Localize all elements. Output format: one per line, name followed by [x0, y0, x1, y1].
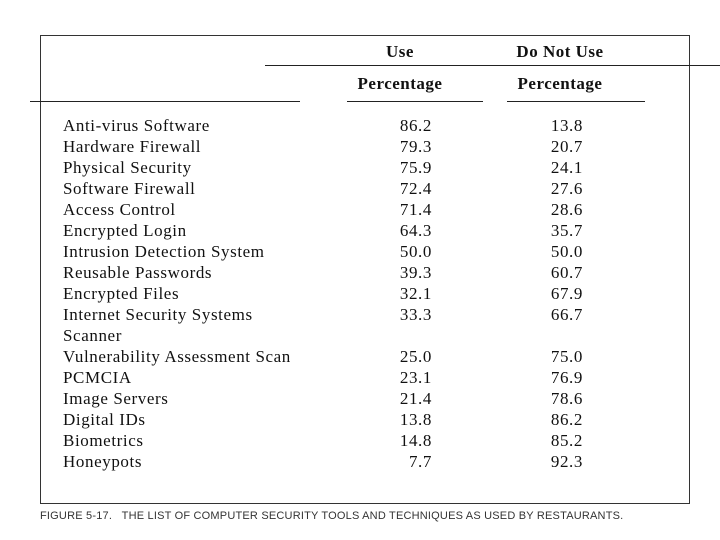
column-header: Percentage: [517, 74, 603, 93]
row-label: Encrypted Login: [63, 221, 187, 240]
table-row: Access Control 71.4 28.6: [63, 199, 583, 220]
table-row: Hardware Firewall 79.3 20.7: [63, 136, 583, 157]
not-use-percentage: 27.6: [550, 179, 583, 198]
row-label: Physical Security: [63, 158, 192, 177]
not-use-percentage: 92.3: [550, 452, 583, 471]
table-row: Digital IDs 13.8 86.2: [63, 409, 583, 430]
not-use-percentage: 75.0: [550, 347, 583, 366]
use-percentage: 33.3: [399, 305, 432, 324]
rule: [347, 101, 483, 102]
table-row: Physical Security 75.9 24.1: [63, 157, 583, 178]
not-use-percentage: 13.8: [550, 116, 583, 135]
table-row: Software Firewall 72.4 27.6: [63, 178, 583, 199]
use-percentage: 86.2: [399, 116, 432, 135]
row-label: Hardware Firewall: [63, 137, 202, 156]
row-label: Access Control: [63, 200, 176, 219]
use-percentage: 79.3: [399, 137, 432, 156]
table-row: Encrypted Files 32.1 67.9: [63, 283, 583, 304]
table-row: Encrypted Login 64.3 35.7: [63, 220, 583, 241]
row-label: PCMCIA: [63, 368, 132, 387]
not-use-percentage: 28.6: [550, 200, 583, 219]
use-percentage: 71.4: [399, 200, 432, 219]
use-percentage: 23.1: [399, 368, 432, 387]
row-label: Digital IDs: [63, 410, 146, 429]
not-use-percentage: 66.7: [550, 305, 583, 324]
column-header: Percentage: [357, 74, 443, 93]
rule: [265, 65, 720, 66]
use-percentage: 75.9: [399, 158, 432, 177]
column-header: Use: [386, 42, 414, 61]
not-use-percentage: 86.2: [550, 410, 583, 429]
use-percentage: 32.1: [399, 284, 432, 303]
row-label: Encrypted Files: [63, 284, 180, 303]
caption: FIGURE 5-17. THE LIST OF COMPUTER SECURI…: [40, 510, 624, 522]
not-use-percentage: 76.9: [550, 368, 583, 387]
table-row: Biometrics 14.8 85.2: [63, 430, 583, 451]
use-percentage: 64.3: [399, 221, 432, 240]
use-percentage: 14.8: [399, 431, 432, 450]
row-label: Software Firewall: [63, 179, 196, 198]
row-label: Biometrics: [63, 431, 144, 450]
use-percentage: 50.0: [399, 242, 432, 261]
table-row: Intrusion Detection System 50.0 50.0: [63, 241, 583, 262]
not-use-percentage: 20.7: [550, 137, 583, 156]
not-use-percentage: 67.9: [550, 284, 583, 303]
rule: [507, 101, 645, 102]
use-percentage: 39.3: [399, 263, 432, 282]
row-label: Image Servers: [63, 389, 169, 408]
table-row: Internet Security Systems Scanner 33.3 66.…: [63, 304, 583, 346]
use-percentage: 25.0: [399, 347, 432, 366]
table-row: Reusable Passwords 39.3 60.7: [63, 262, 583, 283]
not-use-percentage: 85.2: [550, 431, 583, 450]
table-row: Image Servers 21.4 78.6: [63, 388, 583, 409]
data-table: Anti-virus Software 86.2 13.8 Hardware Fire…: [63, 115, 583, 472]
rule: [30, 101, 300, 102]
row-label: Reusable Passwords: [63, 263, 213, 282]
use-percentage: 13.8: [399, 410, 432, 429]
row-label: Vulnerability Assessment Scan: [63, 347, 291, 366]
row-label: Internet Security Systems Scanner: [63, 305, 253, 345]
table-row: Anti-virus Software 86.2 13.8: [63, 115, 583, 136]
use-percentage: 72.4: [399, 179, 432, 198]
column-header: Do Not Use: [516, 42, 604, 61]
table-row: Vulnerability Assessment Scan 25.0 75.0: [63, 346, 583, 367]
not-use-percentage: 60.7: [550, 263, 583, 282]
row-label: Anti-virus Software: [63, 116, 210, 135]
use-percentage: 21.4: [399, 389, 432, 408]
not-use-percentage: 24.1: [550, 158, 583, 177]
use-percentage: 7.7: [408, 452, 432, 471]
row-label: Honeypots: [63, 452, 143, 471]
not-use-percentage: 78.6: [550, 389, 583, 408]
table-row: PCMCIA 23.1 76.9: [63, 367, 583, 388]
table-frame: [40, 35, 690, 504]
table-row: Honeypots 7.7 92.3: [63, 451, 583, 472]
not-use-percentage: 35.7: [550, 221, 583, 240]
not-use-percentage: 50.0: [550, 242, 583, 261]
row-label: Intrusion Detection System: [63, 242, 265, 261]
